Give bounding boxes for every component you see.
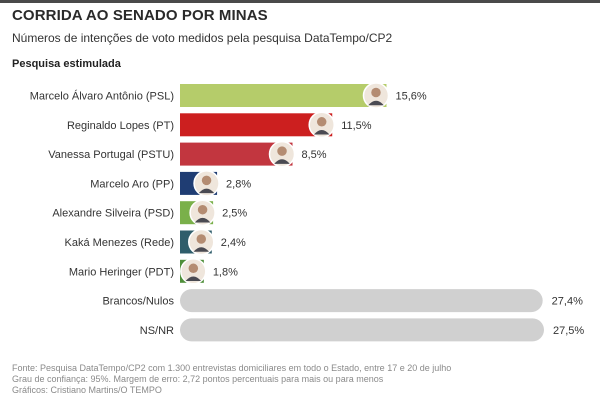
category-label: Alexandre Silveira (PSD) [52, 208, 174, 220]
category-label: Brancos/Nulos [102, 296, 174, 308]
candidate-avatar [180, 258, 207, 285]
candidate-avatar [362, 82, 390, 109]
bar-row: Mario Heringer (PDT) 1,8% [69, 258, 238, 285]
bar [180, 113, 333, 137]
candidate-avatar [268, 140, 296, 168]
chart-title: CORRIDA AO SENADO POR MINAS [12, 7, 268, 24]
bar [180, 142, 293, 166]
candidate-avatar [193, 170, 220, 197]
category-label: Mario Heringer (PDT) [69, 266, 174, 278]
value-label: 15,6% [395, 91, 426, 103]
value-label: 1,8% [213, 266, 238, 278]
value-label: 27,4% [552, 296, 583, 308]
section-label: Pesquisa estimulada [12, 58, 121, 70]
footer-source: Fonte: Pesquisa DataTempo/CP2 com 1.300 … [12, 363, 452, 373]
bar-row: Marcelo Aro (PP) 2,8% [90, 170, 251, 197]
bar [180, 289, 543, 313]
value-label: 2,8% [226, 178, 251, 190]
bar-row: Kaká Menezes (Rede) 2,4% [65, 228, 246, 256]
candidate-avatar [308, 111, 335, 139]
bar [180, 84, 387, 107]
bar-row: Vanessa Portugal (PSTU) 8,5% [48, 140, 327, 168]
value-label: 2,4% [221, 237, 246, 249]
bar-row: Reginaldo Lopes (PT) 11,5% [67, 111, 372, 139]
value-label: 2,5% [222, 208, 247, 220]
footer-confidence: Grau de confiança: 95%. Margem de erro: … [12, 374, 384, 384]
category-label: Reginaldo Lopes (PT) [67, 120, 174, 132]
bar [180, 318, 544, 342]
bar-row: Brancos/Nulos 27,4% [102, 289, 583, 313]
footer-credits: Gráficos: Cristiano Martins/O TEMPO [12, 385, 162, 395]
category-label: Kaká Menezes (Rede) [65, 237, 174, 249]
category-label: NS/NR [140, 325, 174, 337]
candidate-avatar [188, 228, 215, 256]
category-label: Vanessa Portugal (PSTU) [48, 149, 174, 161]
value-label: 8,5% [302, 149, 327, 161]
candidate-avatar [189, 199, 216, 226]
value-label: 27,5% [553, 325, 584, 337]
category-label: Marcelo Álvaro Antônio (PSL) [30, 90, 174, 103]
top-rule [0, 0, 600, 3]
bar-row: NS/NR 27,5% [140, 318, 584, 342]
category-label: Marcelo Aro (PP) [90, 178, 174, 190]
bar-chart: Marcelo Álvaro Antônio (PSL) 15,6% Reginal… [30, 82, 584, 342]
bar-row: Marcelo Álvaro Antônio (PSL) 15,6% [30, 82, 427, 109]
value-label: 11,5% [341, 120, 372, 132]
chart-subtitle: Números de intenções de voto medidos pel… [12, 31, 393, 45]
footer-notes: Fonte: Pesquisa DataTempo/CP2 com 1.300 … [12, 363, 592, 396]
bar-row: Alexandre Silveira (PSD) 2,5% [52, 199, 247, 226]
